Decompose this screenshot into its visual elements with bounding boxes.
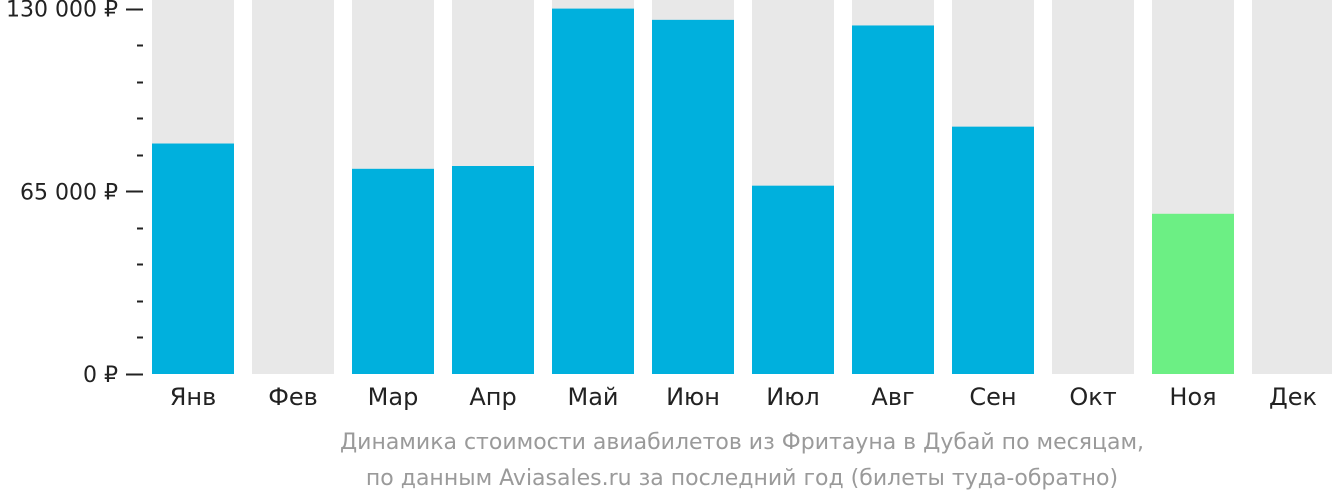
x-tick-label: Май xyxy=(567,383,618,411)
x-tick-label: Фев xyxy=(268,383,318,411)
bar-6 xyxy=(652,19,734,374)
chart-caption-line-2: по данным Aviasales.ru за последний год … xyxy=(365,466,1119,491)
x-tick-label: Дек xyxy=(1269,383,1317,411)
bar-8 xyxy=(852,25,934,375)
x-tick-label: Авг xyxy=(871,383,914,411)
chart-caption-line-1: Динамика стоимости авиабилетов из Фритау… xyxy=(339,430,1145,455)
y-tick-label: 65 000 ₽ xyxy=(20,180,118,205)
bar-4 xyxy=(452,166,534,374)
bar-9 xyxy=(952,126,1034,374)
y-tick-label: 0 ₽ xyxy=(83,363,118,388)
x-tick-label: Июн xyxy=(666,383,720,411)
bar-3 xyxy=(352,168,434,374)
x-tick-label: Мар xyxy=(368,383,419,411)
price-bar-chart: Янв Фев Мар Апр Май Июн Июл Авг Сен Окт Ноя Дек 0 ₽ 6… xyxy=(6,0,1332,411)
bar-5 xyxy=(552,8,634,374)
bar-background-2 xyxy=(252,0,334,374)
x-tick-label: Окт xyxy=(1069,383,1116,411)
x-tick-label: Янв xyxy=(170,383,217,411)
bar-1 xyxy=(152,143,234,374)
x-tick-label: Апр xyxy=(469,383,516,411)
bar-background-10 xyxy=(1052,0,1134,374)
x-tick-label: Сен xyxy=(969,383,1016,411)
y-tick-label: 130 000 ₽ xyxy=(6,0,118,23)
bar-background-12 xyxy=(1252,0,1332,374)
x-tick-label: Июл xyxy=(766,383,820,411)
bar-11 xyxy=(1152,213,1234,374)
bar-7 xyxy=(752,185,834,374)
x-tick-label: Ноя xyxy=(1169,383,1216,411)
